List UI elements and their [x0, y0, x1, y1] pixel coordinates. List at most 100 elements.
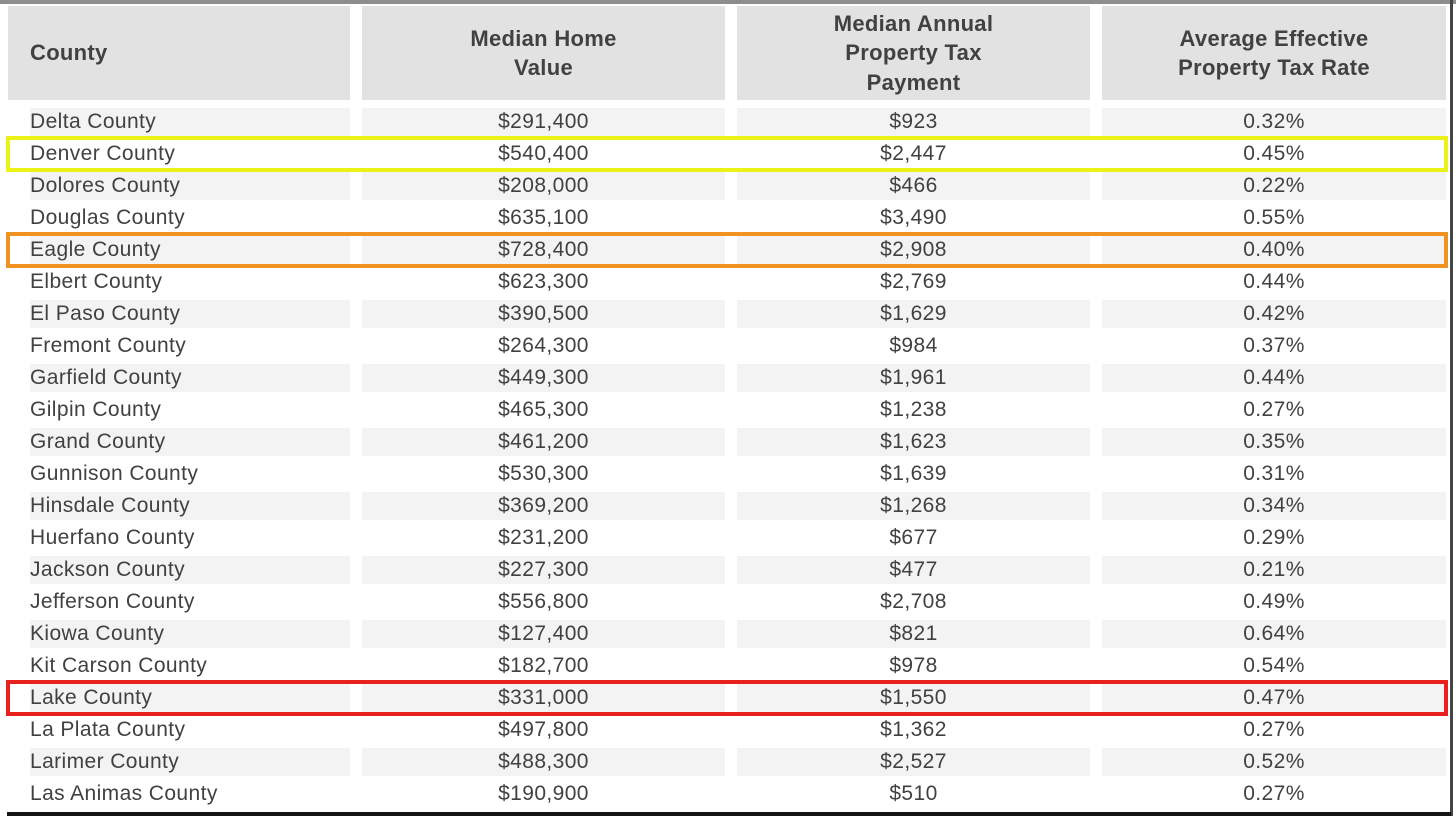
tax-rate-cell: 0.49%	[1243, 590, 1305, 613]
table-row: Douglas County $635,100 $3,490 0.55%	[8, 202, 1446, 234]
home-value-cell: $331,000	[362, 682, 725, 714]
table-header: County Median Home Value Median Annual P…	[8, 6, 1446, 100]
county-cell: Fremont County	[30, 334, 187, 357]
tax-rate-cell: 0.44%	[1243, 270, 1305, 293]
tax-payment-cell: $1,268	[737, 490, 1090, 522]
tax-payment-cell: $2,769	[880, 270, 947, 293]
county-cell: Lake County	[8, 682, 350, 714]
tax-payment-cell: $978	[889, 654, 938, 677]
column-header-median-home-value: Median Home Value	[362, 6, 725, 100]
county-cell: Gilpin County	[30, 398, 162, 421]
table-row: Larimer County $488,300 $2,527 0.52%	[8, 746, 1446, 778]
county-cell: Grand County	[8, 426, 350, 458]
column-header-label: Median Annual Property Tax Payment	[833, 11, 994, 95]
home-value-cell: $182,700	[498, 654, 589, 677]
tax-payment-cell: $2,527	[737, 746, 1090, 778]
column-header-county: County	[8, 6, 350, 100]
county-cell: Douglas County	[30, 206, 186, 229]
scrollbar-track[interactable]	[1450, 0, 1453, 816]
home-value-cell: $127,400	[362, 618, 725, 650]
table-row: Kit Carson County $182,700 $978 0.54%	[8, 650, 1446, 682]
column-header-average-effective-property-tax-rate: Average Effective Property Tax Rate	[1102, 6, 1446, 100]
column-header-label: County	[30, 40, 108, 66]
home-value-cell: $497,800	[498, 718, 589, 741]
tax-payment-cell: $2,908	[737, 234, 1090, 266]
county-cell: Huerfano County	[30, 526, 195, 549]
tax-rate-cell: 0.22%	[1102, 170, 1446, 202]
tax-rate-cell: 0.52%	[1102, 746, 1446, 778]
tax-payment-cell: $677	[889, 526, 938, 549]
tax-rate-cell: 0.40%	[1102, 234, 1446, 266]
home-value-cell: $488,300	[362, 746, 725, 778]
home-value-cell: $231,200	[498, 526, 589, 549]
table-row: Garfield County $449,300 $1,961 0.44%	[8, 362, 1446, 394]
home-value-cell: $635,100	[498, 206, 589, 229]
tax-payment-cell: $984	[889, 334, 938, 357]
tax-payment-cell: $1,639	[880, 462, 947, 485]
tax-rate-cell: 0.27%	[1243, 782, 1305, 805]
tax-payment-cell: $821	[737, 618, 1090, 650]
table-row: Gilpin County $465,300 $1,238 0.27%	[8, 394, 1446, 426]
home-value-cell: $461,200	[362, 426, 725, 458]
property-tax-table: County Median Home Value Median Annual P…	[6, 6, 1448, 810]
tax-rate-cell: 0.54%	[1243, 654, 1305, 677]
tax-rate-cell: 0.35%	[1102, 426, 1446, 458]
home-value-cell: $556,800	[498, 590, 589, 613]
table-row: Huerfano County $231,200 $677 0.29%	[8, 522, 1446, 554]
table-row: Jefferson County $556,800 $2,708 0.49%	[8, 586, 1446, 618]
home-value-cell: $227,300	[362, 554, 725, 586]
tax-rate-cell: 0.29%	[1243, 526, 1305, 549]
home-value-cell: $530,300	[498, 462, 589, 485]
table-row: Delta County $291,400 $923 0.32%	[8, 106, 1446, 138]
tax-payment-cell: $1,550	[737, 682, 1090, 714]
tax-rate-cell: 0.31%	[1243, 462, 1305, 485]
table-row: Hinsdale County $369,200 $1,268 0.34%	[8, 490, 1446, 522]
county-cell: Kiowa County	[8, 618, 350, 650]
tax-rate-cell: 0.55%	[1243, 206, 1305, 229]
table-row: Grand County $461,200 $1,623 0.35%	[8, 426, 1446, 458]
table-row: Denver County $540,400 $2,447 0.45%	[6, 136, 1448, 172]
table-row: Eagle County $728,400 $2,908 0.40%	[6, 232, 1448, 268]
scrollbar-thumb[interactable]	[1450, 0, 1453, 816]
tax-payment-cell: $923	[737, 106, 1090, 138]
county-cell: Larimer County	[8, 746, 350, 778]
tax-rate-cell: 0.34%	[1102, 490, 1446, 522]
tax-rate-cell: 0.21%	[1102, 554, 1446, 586]
home-value-cell: $728,400	[362, 234, 725, 266]
top-border	[0, 0, 1456, 4]
tax-rate-cell: 0.64%	[1102, 618, 1446, 650]
county-cell: El Paso County	[8, 298, 350, 330]
home-value-cell: $449,300	[362, 362, 725, 394]
table-body: Delta County $291,400 $923 0.32% Denver Coun…	[6, 106, 1448, 810]
tax-payment-cell: $2,447	[880, 142, 947, 165]
tax-payment-cell: $477	[737, 554, 1090, 586]
table-row: El Paso County $390,500 $1,629 0.42%	[8, 298, 1446, 330]
column-header-label: Average Effective Property Tax Rate	[1178, 25, 1370, 80]
tax-rate-cell: 0.27%	[1243, 718, 1305, 741]
county-cell: Kit Carson County	[30, 654, 208, 677]
home-value-cell: $190,900	[498, 782, 589, 805]
tax-payment-cell: $510	[889, 782, 938, 805]
county-cell: Elbert County	[30, 270, 163, 293]
tax-payment-cell: $2,708	[880, 590, 947, 613]
tax-rate-cell: 0.42%	[1102, 298, 1446, 330]
tax-rate-cell: 0.44%	[1102, 362, 1446, 394]
home-value-cell: $540,400	[498, 142, 589, 165]
county-cell: Denver County	[30, 142, 176, 165]
home-value-cell: $465,300	[498, 398, 589, 421]
home-value-cell: $291,400	[362, 106, 725, 138]
column-header-median-annual-property-tax-payment: Median Annual Property Tax Payment	[737, 6, 1090, 100]
county-cell: Dolores County	[8, 170, 350, 202]
home-value-cell: $208,000	[362, 170, 725, 202]
county-cell: Jefferson County	[30, 590, 195, 613]
home-value-cell: $623,300	[498, 270, 589, 293]
county-cell: Las Animas County	[30, 782, 218, 805]
tax-payment-cell: $466	[737, 170, 1090, 202]
tax-payment-cell: $1,961	[737, 362, 1090, 394]
tax-rate-cell: 0.32%	[1102, 106, 1446, 138]
county-cell: Hinsdale County	[8, 490, 350, 522]
tax-rate-cell: 0.37%	[1243, 334, 1305, 357]
column-header-label: Median Home Value	[470, 25, 617, 80]
table-row: Kiowa County $127,400 $821 0.64%	[8, 618, 1446, 650]
